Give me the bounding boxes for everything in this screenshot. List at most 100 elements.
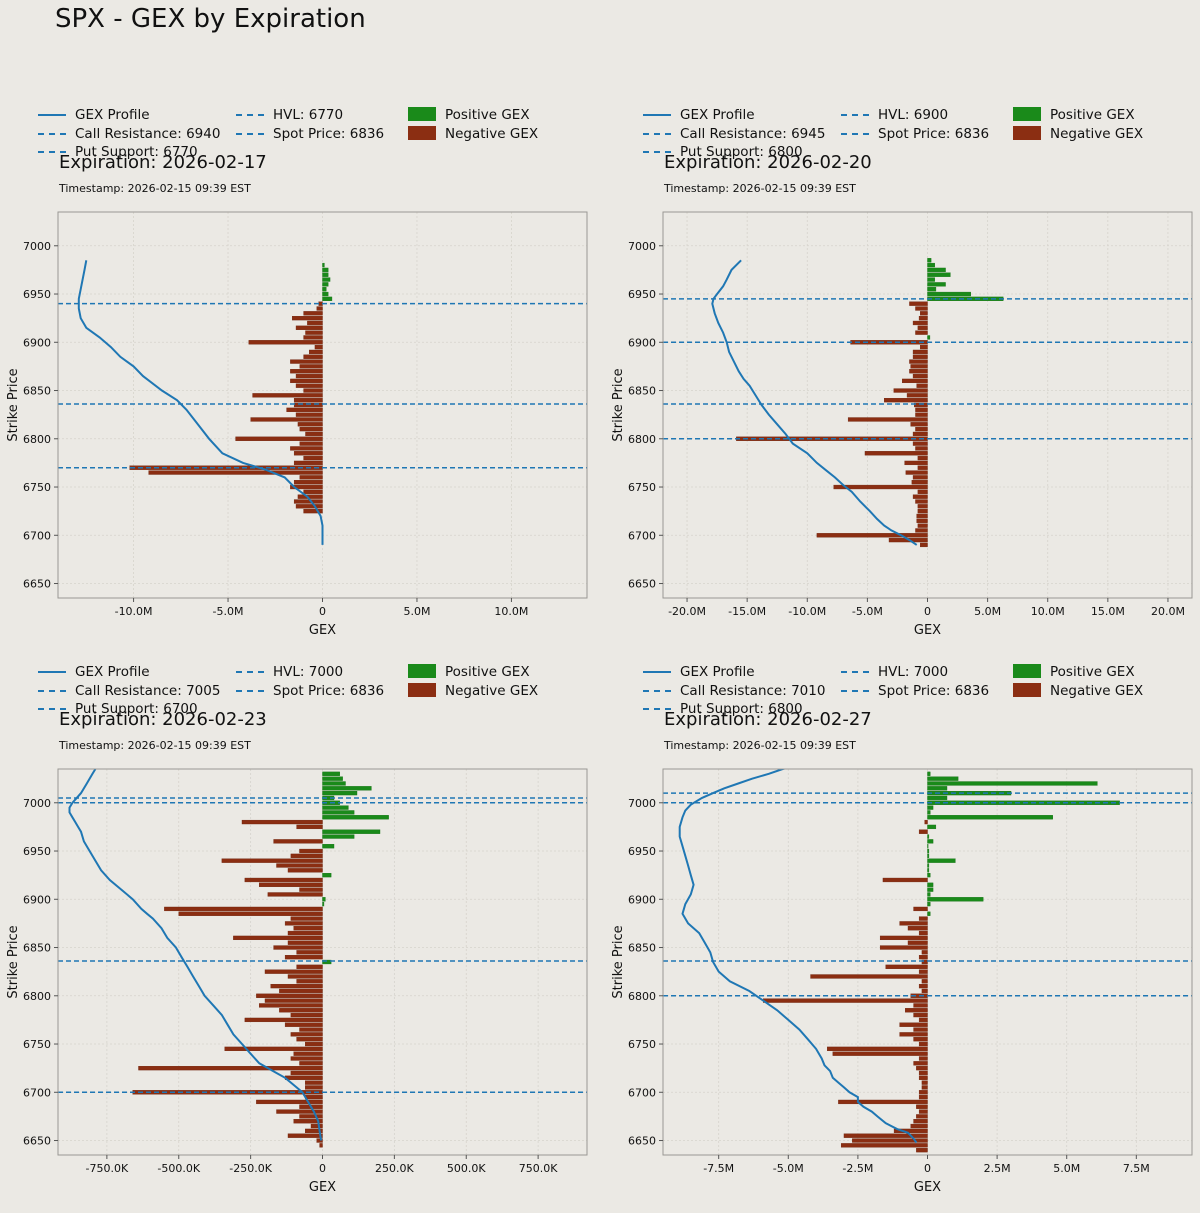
negative-gex-bar	[290, 1032, 323, 1037]
negative-gex-bar	[293, 499, 323, 504]
positive-gex-bar	[322, 805, 349, 810]
negative-gex-bar	[918, 955, 928, 960]
x-tick-label: -7.5M	[703, 1162, 734, 1175]
negative-gex-bar	[893, 1128, 928, 1134]
negative-gex-bar	[915, 330, 928, 335]
negative-gex-bar	[293, 460, 323, 466]
negative-gex-bar	[899, 921, 928, 926]
y-axis-label: Strike Price	[6, 925, 21, 998]
negative-gex-bar	[295, 383, 323, 388]
negative-gex-bar	[293, 451, 323, 456]
expiration-title: Expiration: 2026-02-20	[664, 152, 872, 173]
negative-gex-bar	[290, 1056, 323, 1061]
negative-gex-bar	[295, 412, 323, 417]
negative-gex-bar	[293, 398, 323, 403]
negative-gex-bar	[913, 1119, 928, 1124]
gex-profile-line	[77, 260, 324, 545]
negative-gex-bar	[912, 494, 928, 499]
negative-gex-bar	[902, 378, 928, 384]
negative-gex-bar	[840, 1143, 928, 1148]
legend-call-resistance-label: Call Resistance: 7010	[680, 682, 826, 699]
y-tick-label: 6650	[628, 578, 656, 591]
negative-gex-bar	[290, 369, 323, 374]
negative-gex-bar	[284, 921, 323, 926]
negative-gex-bar	[843, 1133, 928, 1138]
negative-gex-bar	[810, 974, 928, 979]
legend-gex-profile-swatch	[643, 114, 671, 116]
negative-gex-bar	[296, 979, 323, 984]
negative-gex-bar	[297, 422, 323, 427]
negative-gex-bar	[314, 344, 323, 350]
negative-gex-bar	[296, 964, 323, 969]
positive-gex-bar	[322, 277, 331, 282]
negative-gex-bar	[918, 930, 928, 936]
x-tick-label: -20.0M	[668, 605, 706, 618]
x-tick-label: 5.0M	[1053, 1162, 1080, 1175]
negative-gex-bar	[264, 998, 323, 1003]
positive-gex-bar	[322, 287, 327, 292]
negative-gex-bar	[297, 494, 323, 499]
positive-gex-bar	[927, 267, 946, 273]
legend: GEX Profile Call Resistance: 6940 Put Supp…	[38, 100, 598, 160]
negative-gex-bar	[915, 499, 928, 504]
negative-gex-bar	[911, 480, 928, 485]
negative-gex-bar	[916, 1114, 928, 1119]
x-tick-label: 750.0K	[519, 1162, 558, 1175]
negative-gex-bar	[293, 480, 323, 485]
positive-gex-bar	[927, 258, 932, 263]
x-axis-label: GEX	[914, 1180, 941, 1195]
negative-gex-bar	[284, 955, 323, 960]
panel-expiration-2: GEX Profile Call Resistance: 6945 Put Supp…	[605, 100, 1200, 656]
negative-gex-bar	[864, 451, 928, 456]
negative-gex-bar	[273, 945, 323, 950]
x-tick-label: 0	[319, 605, 326, 618]
legend-put-support-label: Put Support: 6700	[75, 701, 198, 717]
legend-spot-price-label: Spot Price: 6836	[878, 682, 990, 699]
legend-put-support-label: Put Support: 6800	[680, 701, 803, 717]
y-tick-label: 7000	[23, 240, 51, 253]
negative-gex-bar	[909, 369, 928, 374]
negative-gex-bar	[305, 1080, 323, 1085]
negative-gex-bar	[148, 470, 323, 475]
positive-gex-bar	[322, 834, 355, 839]
negative-gex-bar	[287, 1133, 323, 1138]
y-tick-label: 6750	[23, 1038, 51, 1051]
negative-gex-bar	[221, 858, 323, 863]
negative-gex-bar	[915, 446, 928, 451]
negative-gex-bar	[917, 465, 928, 470]
negative-gex-bar	[921, 1080, 928, 1085]
negative-gex-bar	[916, 1066, 928, 1071]
y-tick-label: 6850	[23, 385, 51, 398]
positive-gex-bar	[322, 771, 340, 776]
negative-gex-bar	[252, 393, 323, 398]
legend-spot-price-label: Spot Price: 6836	[273, 125, 385, 142]
negative-gex-bar	[847, 417, 928, 422]
negative-gex-bar	[290, 484, 323, 490]
negative-gex-bar	[248, 340, 323, 345]
negative-gex-bar	[293, 1119, 323, 1124]
negative-gex-bar	[296, 1037, 323, 1042]
positive-gex-bar	[927, 858, 956, 863]
positive-gex-bar	[322, 776, 343, 781]
negative-gex-bar	[259, 882, 323, 887]
y-tick-label: 6750	[628, 481, 656, 494]
x-tick-label: 2.5M	[984, 1162, 1011, 1175]
negative-gex-bar	[303, 455, 323, 461]
negative-gex-bar	[912, 354, 928, 359]
legend-spot-price-label: Spot Price: 6836	[878, 125, 990, 142]
x-tick-label: 0	[319, 1162, 326, 1175]
negative-gex-bar	[913, 1061, 928, 1066]
negative-gex-bar	[303, 335, 323, 340]
negative-gex-bar	[918, 1094, 928, 1100]
legend-call-resistance-swatch	[38, 689, 66, 692]
negative-gex-bar	[284, 1075, 323, 1080]
legend-gex-profile-swatch	[38, 114, 66, 116]
level-lines	[58, 302, 587, 469]
negative-gex-bar	[905, 470, 928, 475]
legend-call-resistance-label: Call Resistance: 7005	[75, 682, 221, 699]
y-tick-label: 6700	[628, 529, 656, 542]
negative-gex-bar	[913, 1003, 928, 1008]
legend-put-support-label: Put Support: 6800	[680, 144, 803, 160]
legend-spot-price-swatch	[236, 132, 264, 135]
negative-gex-bar	[284, 1022, 323, 1027]
